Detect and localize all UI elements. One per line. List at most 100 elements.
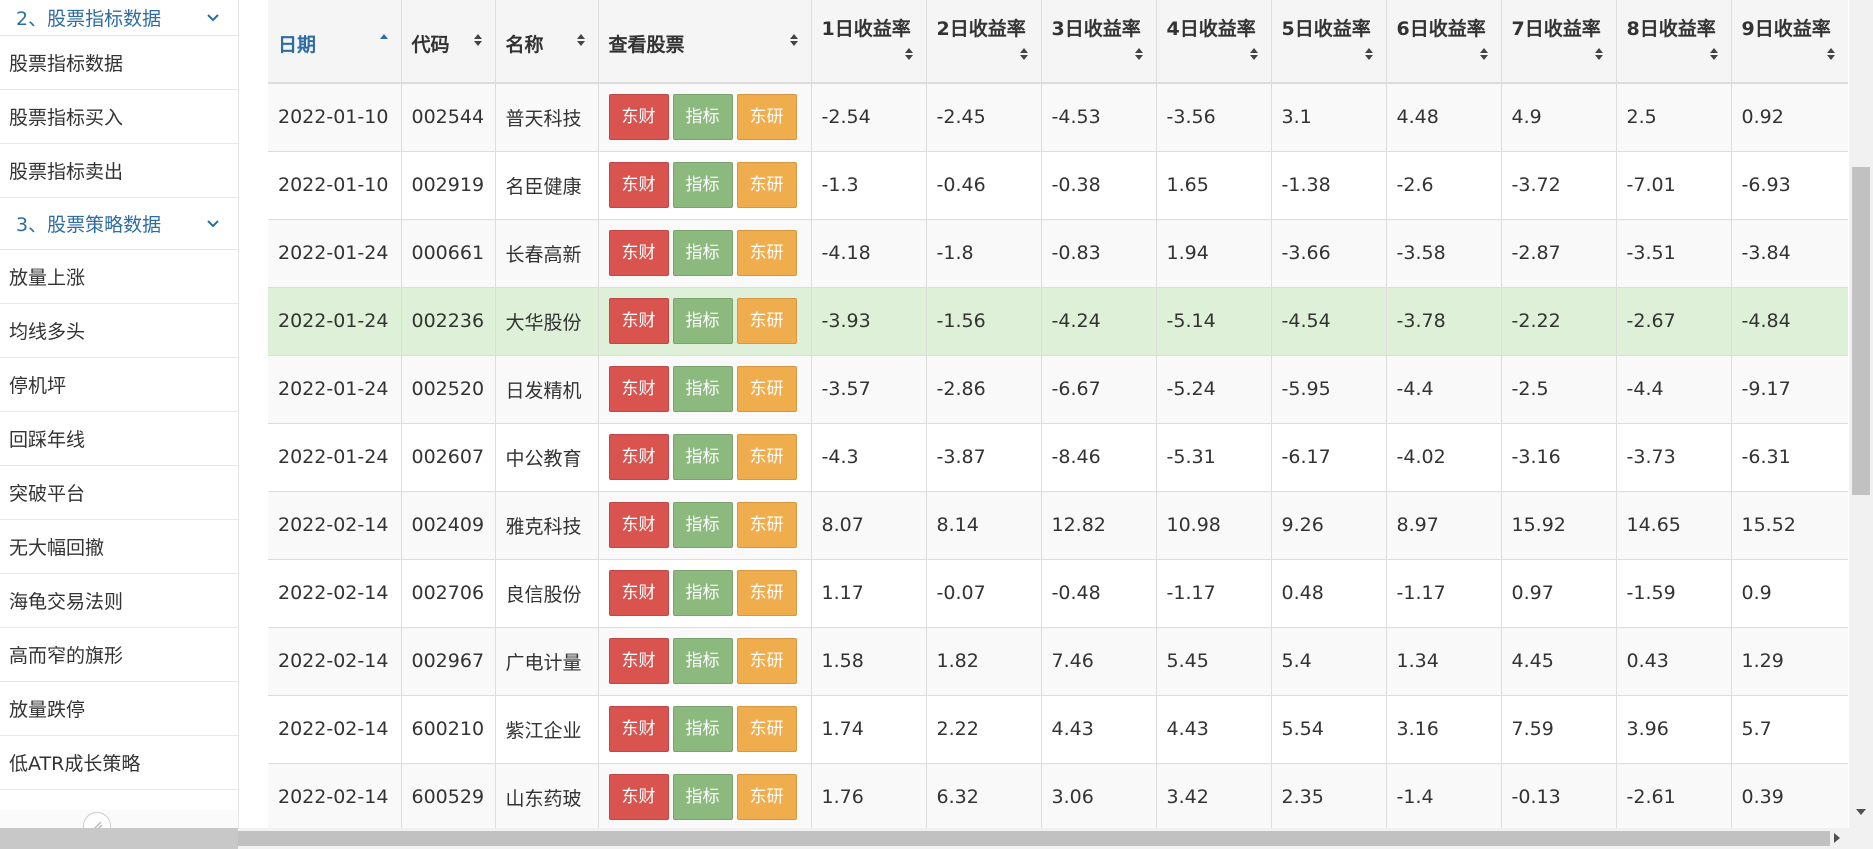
indicator-button[interactable]: 指标 bbox=[672, 162, 733, 208]
cell-code: 002967 bbox=[401, 627, 496, 696]
table-row[interactable]: 2022-02-14 600529 山东药玻 东财 指标 东研 1.76 6.32 3.06 3.… bbox=[268, 763, 1848, 828]
sidebar-item-strategy-4[interactable]: 突破平台 bbox=[0, 466, 238, 520]
cell-code: 002544 bbox=[401, 83, 496, 152]
research-button[interactable]: 东研 bbox=[736, 502, 797, 548]
table-row[interactable]: 2022-01-10 002544 普天科技 东财 指标 东研 -2.54 -2.45 -4.5… bbox=[268, 83, 1848, 152]
sidebar-item-strategy-9[interactable]: 低ATR成长策略 bbox=[0, 736, 238, 790]
table-row[interactable]: 2022-01-10 002919 名臣健康 东财 指标 东研 -1.3 -0.46 -0.38… bbox=[268, 151, 1848, 220]
sidebar-item-indicator-0[interactable]: 股票指标数据 bbox=[0, 36, 238, 90]
cell-return-9: -9.17 bbox=[1731, 355, 1848, 424]
table-row[interactable]: 2022-01-24 000661 长春高新 东财 指标 东研 -4.18 -1.8 -0.83… bbox=[268, 219, 1848, 288]
dongcai-button[interactable]: 东财 bbox=[608, 502, 669, 548]
column-header-r5[interactable]: 5日收益率 bbox=[1271, 0, 1387, 84]
column-header-r4[interactable]: 4日收益率 bbox=[1156, 0, 1272, 84]
column-header-r8[interactable]: 8日收益率 bbox=[1616, 0, 1732, 84]
column-header-view-stock[interactable]: 查看股票 bbox=[598, 0, 812, 84]
research-button[interactable]: 东研 bbox=[736, 230, 797, 276]
cell-return-2: 6.32 bbox=[926, 763, 1042, 828]
table-row[interactable]: 2022-02-14 002409 雅克科技 东财 指标 东研 8.07 8.14 12.82 1… bbox=[268, 491, 1848, 560]
vertical-scrollbar-thumb[interactable] bbox=[1852, 167, 1870, 495]
cell-code: 000661 bbox=[401, 219, 496, 288]
table-row[interactable]: 2022-01-24 002520 日发精机 东财 指标 东研 -3.57 -2.86 -6.6… bbox=[268, 355, 1848, 424]
cell-return-1: 1.76 bbox=[811, 763, 927, 828]
sort-icon bbox=[1364, 48, 1373, 60]
research-button[interactable]: 东研 bbox=[736, 298, 797, 344]
column-header-r3[interactable]: 3日收益率 bbox=[1041, 0, 1157, 84]
cell-date: 2022-01-24 bbox=[268, 219, 402, 288]
research-button[interactable]: 东研 bbox=[736, 162, 797, 208]
sidebar-group-stock-strategy-data[interactable]: 3、股票策略数据 bbox=[0, 198, 238, 250]
cell-return-2: -3.87 bbox=[926, 423, 1042, 492]
cell-return-8: 2.5 bbox=[1616, 83, 1732, 152]
table-row[interactable]: 2022-01-24 002607 中公教育 东财 指标 东研 -4.3 -3.87 -8.46… bbox=[268, 423, 1848, 492]
cell-return-3: 12.82 bbox=[1041, 491, 1157, 560]
indicator-button[interactable]: 指标 bbox=[672, 366, 733, 412]
research-button[interactable]: 东研 bbox=[736, 706, 797, 752]
sidebar-item-strategy-8[interactable]: 放量跌停 bbox=[0, 682, 238, 736]
scroll-down-arrow-icon[interactable] bbox=[1856, 808, 1866, 816]
table-row[interactable]: 2022-02-14 002706 良信股份 东财 指标 东研 1.17 -0.07 -0.48… bbox=[268, 559, 1848, 628]
sidebar-item-indicator-1[interactable]: 股票指标买入 bbox=[0, 90, 238, 144]
dongcai-button[interactable]: 东财 bbox=[608, 230, 669, 276]
indicator-button[interactable]: 指标 bbox=[672, 570, 733, 616]
indicator-button[interactable]: 指标 bbox=[672, 94, 733, 141]
dongcai-button[interactable]: 东财 bbox=[608, 434, 669, 480]
sidebar-item-strategy-6[interactable]: 海龟交易法则 bbox=[0, 574, 238, 628]
cell-return-4: 5.45 bbox=[1156, 627, 1272, 696]
dongcai-button[interactable]: 东财 bbox=[608, 162, 669, 208]
sidebar-item-indicator-2[interactable]: 股票指标卖出 bbox=[0, 144, 238, 198]
cell-name: 大华股份 bbox=[495, 287, 599, 356]
sidebar-item-strategy-0[interactable]: 放量上涨 bbox=[0, 250, 238, 304]
sidebar-item-strategy-7[interactable]: 高而窄的旗形 bbox=[0, 628, 238, 682]
column-header-code[interactable]: 代码 bbox=[401, 0, 496, 84]
dongcai-button[interactable]: 东财 bbox=[608, 366, 669, 412]
dongcai-button[interactable]: 东财 bbox=[608, 94, 669, 141]
sidebar-item-strategy-2[interactable]: 停机坪 bbox=[0, 358, 238, 412]
cell-date: 2022-01-10 bbox=[268, 83, 402, 152]
dongcai-button[interactable]: 东财 bbox=[608, 570, 669, 616]
scroll-right-arrow-icon[interactable] bbox=[1833, 833, 1841, 843]
cell-return-4: -3.56 bbox=[1156, 83, 1272, 152]
sort-icon bbox=[473, 34, 482, 46]
cell-name: 日发精机 bbox=[495, 355, 599, 424]
sidebar-item-strategy-1[interactable]: 均线多头 bbox=[0, 304, 238, 358]
dongcai-button[interactable]: 东财 bbox=[608, 706, 669, 752]
table-row[interactable]: 2022-02-14 600210 紫江企业 东财 指标 东研 1.74 2.22 4.43 4.… bbox=[268, 695, 1848, 764]
cell-return-2: -2.45 bbox=[926, 83, 1042, 152]
table-row[interactable]: 2022-01-24 002236 大华股份 东财 指标 东研 -3.93 -1.56 -4.2… bbox=[268, 287, 1848, 356]
research-button[interactable]: 东研 bbox=[736, 774, 797, 820]
column-header-name[interactable]: 名称 bbox=[495, 0, 599, 84]
sidebar-group-stock-indicator-data[interactable]: 2、股票指标数据 bbox=[0, 0, 238, 36]
indicator-button[interactable]: 指标 bbox=[672, 298, 733, 344]
dongcai-button[interactable]: 东财 bbox=[608, 298, 669, 344]
column-header-r2[interactable]: 2日收益率 bbox=[926, 0, 1042, 84]
column-header-r7[interactable]: 7日收益率 bbox=[1501, 0, 1617, 84]
indicator-button[interactable]: 指标 bbox=[672, 230, 733, 276]
research-button[interactable]: 东研 bbox=[736, 570, 797, 616]
cell-actions: 东财 指标 东研 bbox=[598, 287, 812, 356]
dongcai-button[interactable]: 东财 bbox=[608, 638, 669, 684]
column-header-date[interactable]: 日期 bbox=[268, 0, 402, 84]
research-button[interactable]: 东研 bbox=[736, 434, 797, 480]
sort-icon bbox=[1249, 48, 1258, 60]
indicator-button[interactable]: 指标 bbox=[672, 774, 733, 820]
column-header-r6[interactable]: 6日收益率 bbox=[1386, 0, 1502, 84]
cell-return-5: -1.38 bbox=[1271, 151, 1387, 220]
indicator-button[interactable]: 指标 bbox=[672, 434, 733, 480]
dongcai-button[interactable]: 东财 bbox=[608, 774, 669, 820]
horizontal-scrollbar[interactable] bbox=[238, 828, 1873, 849]
sidebar-item-strategy-5[interactable]: 无大幅回撤 bbox=[0, 520, 238, 574]
cell-return-9: 0.39 bbox=[1731, 763, 1848, 828]
horizontal-scrollbar-thumb[interactable] bbox=[238, 831, 1830, 846]
indicator-button[interactable]: 指标 bbox=[672, 638, 733, 684]
column-header-r1[interactable]: 1日收益率 bbox=[811, 0, 927, 84]
indicator-button[interactable]: 指标 bbox=[672, 706, 733, 752]
research-button[interactable]: 东研 bbox=[736, 94, 797, 141]
column-header-r9[interactable]: 9日收益率 bbox=[1731, 0, 1848, 84]
sidebar-item-strategy-3[interactable]: 回踩年线 bbox=[0, 412, 238, 466]
indicator-button[interactable]: 指标 bbox=[672, 502, 733, 548]
vertical-scrollbar[interactable] bbox=[1849, 0, 1873, 828]
table-row[interactable]: 2022-02-14 002967 广电计量 东财 指标 东研 1.58 1.82 7.46 5.… bbox=[268, 627, 1848, 696]
research-button[interactable]: 东研 bbox=[736, 366, 797, 412]
research-button[interactable]: 东研 bbox=[736, 638, 797, 684]
